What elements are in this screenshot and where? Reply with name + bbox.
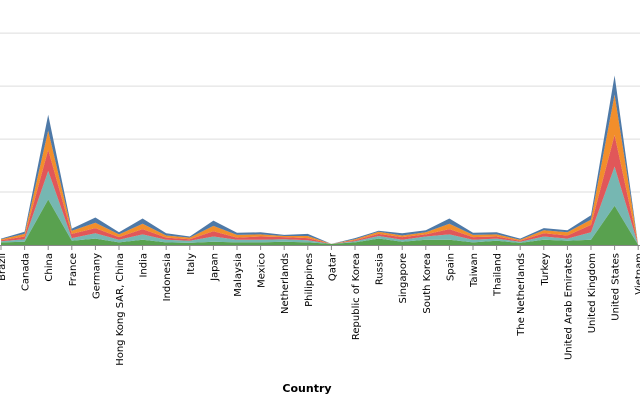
grid-layer	[0, 32, 640, 193]
x-tick-label: China	[44, 253, 55, 282]
x-axis: Brazil Canada China France Germany Hong Kong …	[0, 245, 640, 366]
area-series-4	[1, 94, 639, 245]
x-tick-label: Turkey	[540, 253, 551, 287]
x-tick-label: France	[68, 253, 79, 286]
x-tick-label: United Arab Emirates	[563, 253, 574, 360]
x-tick-label: South Korea	[422, 253, 433, 314]
x-tick-label: Thailand	[493, 253, 504, 297]
x-tick-label: Malaysia	[233, 253, 244, 297]
area-series-5	[1, 75, 639, 245]
area-series-2	[1, 166, 639, 245]
x-tick-label: Spain	[445, 253, 456, 281]
x-tick-label: Germany	[91, 253, 102, 299]
x-tick-label: Mexico	[257, 253, 268, 288]
x-tick-label: Qatar	[327, 252, 338, 281]
x-tick-label: Russia	[375, 253, 386, 285]
area-series-3	[1, 134, 639, 245]
x-tick-label: Vietnam	[634, 253, 640, 295]
x-tick-label: Brazil	[0, 253, 8, 281]
x-tick-label: Japan	[209, 253, 220, 282]
x-tick-label: India	[139, 253, 150, 278]
x-tick-label: Italy	[186, 253, 197, 275]
x-tick-label: Hong Kong SAR, China	[115, 253, 126, 366]
x-tick-label: Canada	[21, 253, 32, 291]
x-axis-title: Country	[282, 382, 331, 395]
x-tick-label: Singapore	[398, 253, 409, 303]
x-tick-label: United States	[611, 253, 622, 321]
x-tick-label: Indonesia	[162, 253, 173, 301]
x-tick-label: United Kingdom	[587, 253, 598, 333]
x-tick-label: Netherlands	[280, 253, 291, 314]
x-tick-label: Republic of Korea	[351, 253, 362, 340]
x-tick-label: Philippines	[304, 253, 315, 307]
x-tick-label: The Netherlands	[516, 253, 527, 337]
x-tick-label: Taiwan	[469, 253, 480, 288]
area-layer	[1, 75, 639, 245]
area-series-1	[1, 199, 639, 245]
